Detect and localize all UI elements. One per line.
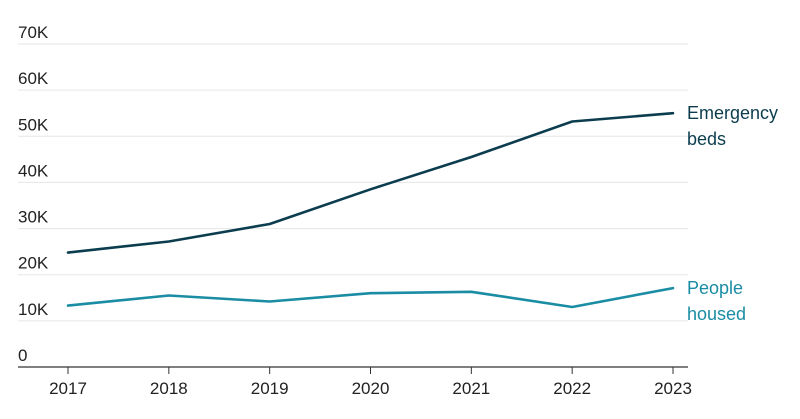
- x-axis-ticks: 2017 2018 2019 2020 2021 2022 2023: [49, 367, 692, 398]
- series-label-line: housed: [687, 304, 746, 324]
- gridlines: [18, 43, 688, 322]
- y-tick-label: 40K: [18, 161, 49, 180]
- series-label-line: beds: [687, 129, 726, 149]
- y-axis-ticks: 0 10K 20K 30K 40K 50K 60K 70K: [18, 23, 49, 365]
- x-tick-label: 2018: [150, 379, 188, 398]
- series-label-line: People: [687, 278, 743, 298]
- y-tick-label: 20K: [18, 254, 49, 273]
- x-tick-label: 2021: [452, 379, 490, 398]
- y-tick-label: 60K: [18, 69, 49, 88]
- x-tick-label: 2017: [49, 379, 87, 398]
- series-line-people-housed: [66, 286, 675, 309]
- y-tick-label: 10K: [18, 300, 49, 319]
- series-label-people-housed: People housed: [687, 278, 746, 324]
- y-tick-label: 0: [18, 346, 27, 365]
- series-label-line: Emergency: [687, 103, 778, 123]
- series-lines: [66, 111, 675, 309]
- y-tick-label: 70K: [18, 23, 49, 42]
- series-labels: Emergency beds People housed: [687, 103, 778, 324]
- x-tick-label: 2020: [352, 379, 390, 398]
- y-tick-label: 50K: [18, 115, 49, 134]
- series-label-emergency-beds: Emergency beds: [687, 103, 778, 149]
- y-tick-label: 30K: [18, 208, 49, 227]
- x-tick-label: 2022: [553, 379, 591, 398]
- series-line-emergency-beds: [66, 111, 675, 254]
- x-tick-label: 2023: [654, 379, 692, 398]
- x-tick-label: 2019: [251, 379, 289, 398]
